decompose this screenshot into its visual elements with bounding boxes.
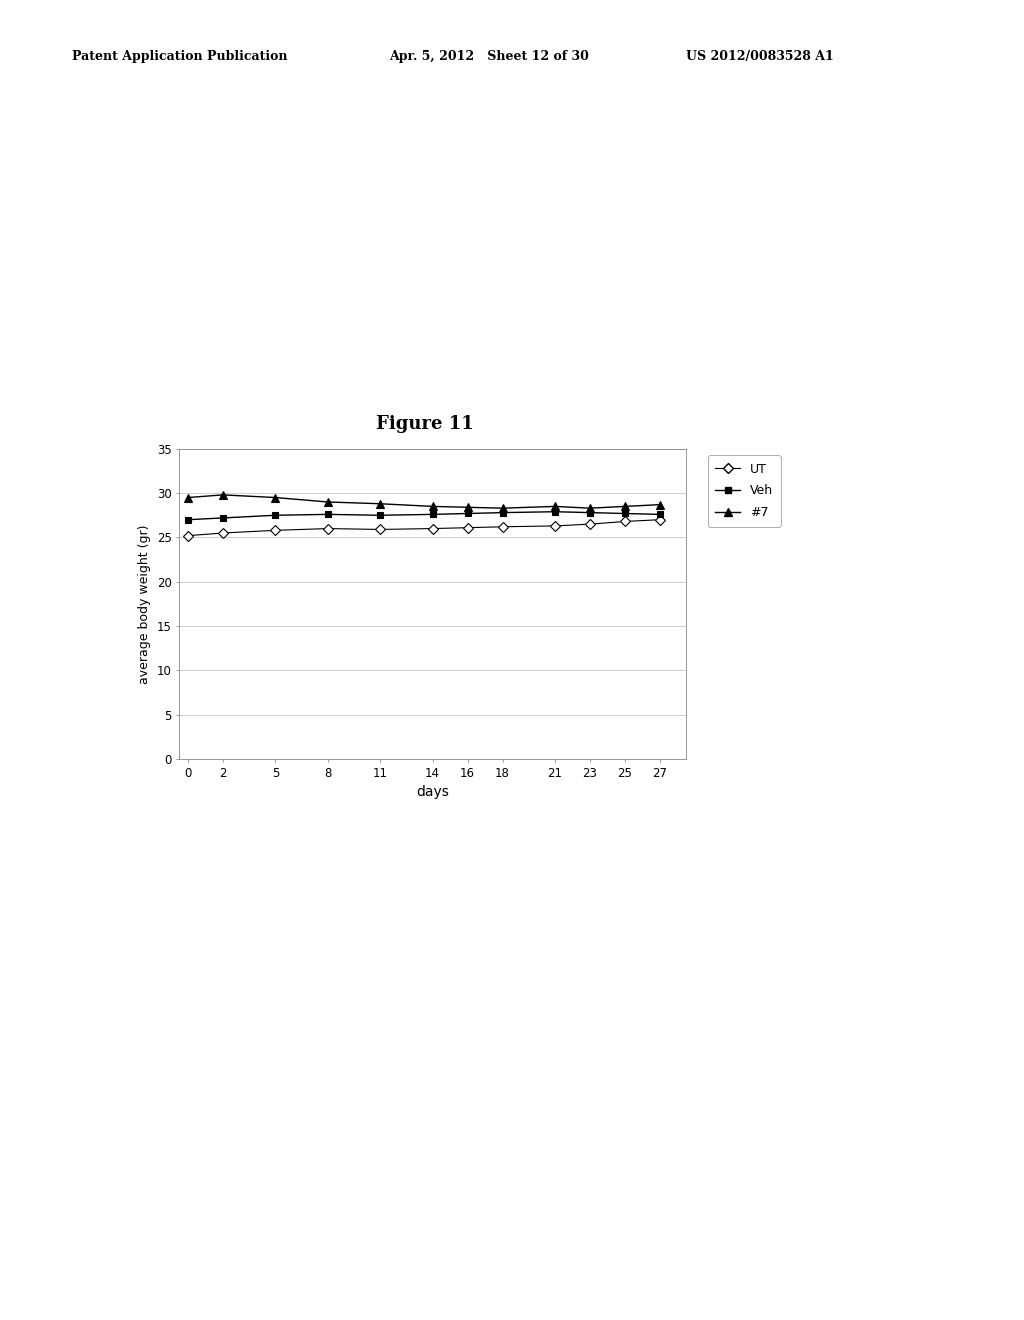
- Veh: [426, 507, 438, 523]
- Veh: [584, 504, 596, 520]
- Text: Patent Application Publication: Patent Application Publication: [72, 50, 287, 63]
- Text: Figure 11: Figure 11: [376, 414, 474, 433]
- #7: [322, 494, 334, 510]
- #7: [462, 499, 474, 515]
- UT: [584, 516, 596, 532]
- Line: Veh: Veh: [184, 508, 664, 523]
- #7: [549, 499, 561, 515]
- UT: [182, 528, 195, 544]
- Y-axis label: average body weight (gr): average body weight (gr): [138, 524, 152, 684]
- UT: [618, 513, 631, 529]
- #7: [374, 496, 386, 512]
- Legend: UT, Veh, #7: UT, Veh, #7: [708, 455, 780, 527]
- UT: [462, 520, 474, 536]
- #7: [426, 499, 438, 515]
- #7: [618, 499, 631, 515]
- Veh: [618, 506, 631, 521]
- Veh: [322, 507, 334, 523]
- UT: [217, 525, 229, 541]
- Veh: [374, 507, 386, 523]
- Veh: [182, 512, 195, 528]
- Veh: [269, 507, 282, 523]
- UT: [653, 512, 666, 528]
- #7: [217, 487, 229, 503]
- Veh: [653, 507, 666, 523]
- #7: [182, 490, 195, 506]
- #7: [269, 490, 282, 506]
- UT: [426, 520, 438, 536]
- Text: Apr. 5, 2012   Sheet 12 of 30: Apr. 5, 2012 Sheet 12 of 30: [389, 50, 589, 63]
- Veh: [497, 504, 509, 520]
- X-axis label: days: days: [416, 785, 450, 799]
- UT: [374, 521, 386, 537]
- Veh: [549, 504, 561, 520]
- #7: [584, 500, 596, 516]
- #7: [653, 496, 666, 512]
- #7: [497, 500, 509, 516]
- UT: [497, 519, 509, 535]
- Veh: [217, 510, 229, 525]
- Line: UT: UT: [184, 516, 664, 539]
- Line: #7: #7: [183, 491, 664, 512]
- UT: [322, 520, 334, 536]
- UT: [549, 517, 561, 533]
- Text: US 2012/0083528 A1: US 2012/0083528 A1: [686, 50, 834, 63]
- Veh: [462, 506, 474, 521]
- UT: [269, 523, 282, 539]
